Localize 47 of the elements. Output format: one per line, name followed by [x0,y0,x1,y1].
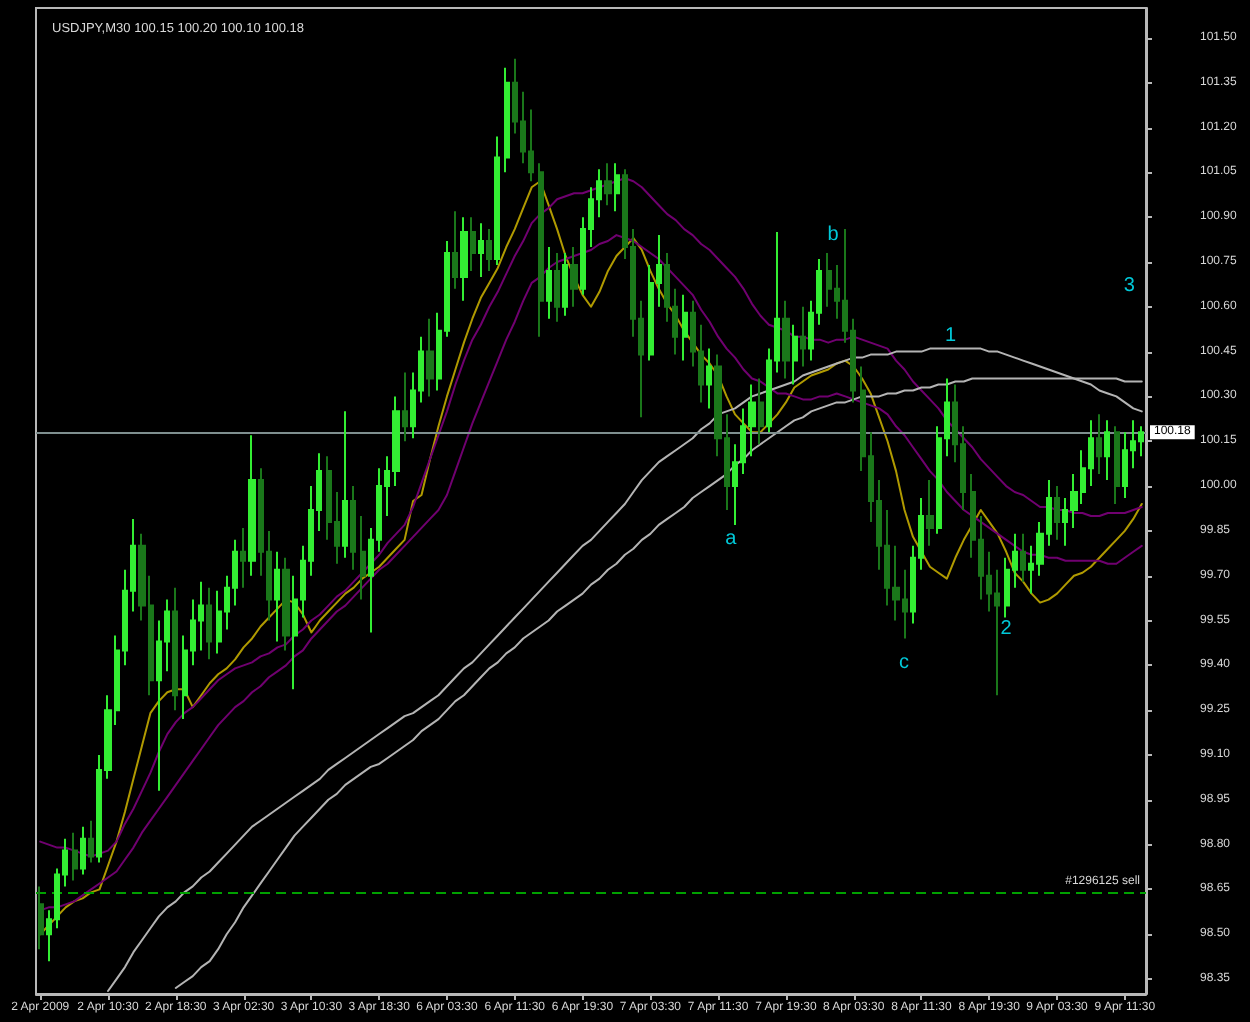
candlestick [792,323,798,386]
candlestick [1114,425,1120,505]
candlestick [1104,419,1110,482]
candlestick [1054,485,1060,541]
candlestick [240,526,246,589]
candlestick [538,162,544,338]
candlestick [88,819,94,864]
annotation: 1 [945,325,958,348]
candlestick [706,347,712,410]
annotation: b [827,223,840,246]
candlestick [504,66,510,174]
candlestick [758,377,764,446]
candlestick [426,317,434,398]
candlestick [274,550,280,643]
annotation: c [899,651,910,674]
candlestick [562,252,568,317]
candlestick [360,514,366,601]
candlestick [206,586,212,661]
candlestick [782,299,790,380]
candlestick [38,885,44,951]
candlestick [72,831,78,882]
annotation: 3 [1123,275,1136,298]
candlestick [460,216,468,302]
candlestick [1020,532,1026,583]
candlestick [486,228,492,272]
candlestick [248,434,256,577]
candlestick [614,162,620,213]
candlestick [570,246,578,308]
candlestick [172,586,178,712]
candlestick [470,216,476,272]
candlestick [494,135,500,266]
candlestick [546,246,552,320]
candlestick [350,485,356,571]
candlestick [682,293,688,362]
candlestick [800,305,806,368]
candlestick [80,825,86,876]
candlestick [452,210,458,290]
candlestick [1096,413,1102,476]
candlestick [342,410,348,559]
candlestick [402,371,408,443]
candlestick [478,222,484,278]
candlestick [926,479,934,547]
annotation: a [725,528,738,551]
candlestick [554,252,560,323]
candlestick [282,556,290,652]
candlestick [604,162,612,207]
annotation: 2 [1000,618,1013,641]
